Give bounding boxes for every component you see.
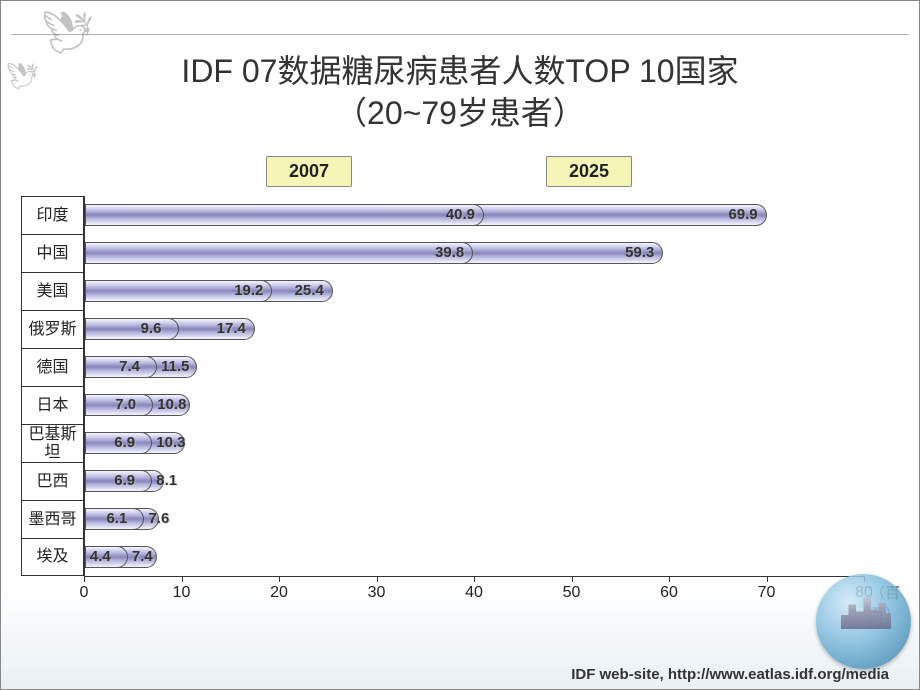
source-citation: IDF web-site, http://www.eatlas.idf.org/…: [571, 666, 889, 683]
x-tick: 40: [474, 576, 475, 582]
bar-value-2007: 9.6: [141, 320, 162, 337]
bar-2007: [85, 318, 179, 340]
bar-value-2025: 10.3: [156, 434, 185, 451]
country-label: 印度: [21, 196, 84, 234]
x-tick: 70: [767, 576, 768, 582]
top-rule: [11, 34, 909, 35]
year-badge-2025: 2025: [546, 156, 632, 187]
x-tick-label: 10: [173, 584, 191, 602]
x-tick: 10: [182, 576, 183, 582]
country-label: 埃及: [21, 538, 84, 576]
bar-value-2025: 11.5: [161, 358, 189, 375]
bar-value-2025: 25.4: [295, 282, 324, 299]
bar-2007: [85, 242, 473, 264]
bar-value-2007: 6.9: [114, 472, 135, 489]
title-area: IDF 07数据糖尿病患者人数TOP 10国家 （20~79岁患者）: [31, 51, 889, 134]
title-line-2: （20~79岁患者）: [31, 93, 889, 135]
bar-2007: [85, 204, 484, 226]
x-tick-label: 0: [80, 584, 89, 602]
x-tick-label: 70: [758, 584, 776, 602]
bar-value-2025: 7.4: [132, 548, 153, 565]
country-label: 德国: [21, 348, 84, 386]
country-label: 俄罗斯: [21, 310, 84, 348]
x-tick-label: 60: [660, 584, 678, 602]
country-label: 中国: [21, 234, 84, 272]
x-tick: 30: [377, 576, 378, 582]
plot-area: 40.9 69.9 39.8 59.3 19.2 25.4 9.6 17.4 7.4 11.5 7.…: [84, 196, 865, 577]
bar-value-2007: 7.4: [119, 358, 140, 375]
bar-value-2025: 59.3: [625, 244, 654, 261]
bar-value-2007: 4.4: [90, 548, 111, 565]
bar-value-2007: 7.0: [115, 396, 136, 413]
y-axis-labels: 印度中国美国俄罗斯德国日本巴基斯坦巴西墨西哥埃及: [21, 196, 84, 576]
x-tick-label: 20: [270, 584, 288, 602]
country-label: 美国: [21, 272, 84, 310]
bar-value-2007: 19.2: [234, 282, 263, 299]
title-line-1: IDF 07数据糖尿病患者人数TOP 10国家: [31, 51, 889, 93]
bar-value-2025: 8.1: [156, 472, 177, 489]
x-tick: 50: [572, 576, 573, 582]
bar-value-2025: 17.4: [217, 320, 246, 337]
x-tick-label: 30: [368, 584, 386, 602]
country-label: 巴基斯坦: [21, 424, 84, 462]
year-badge-2007: 2007: [266, 156, 352, 187]
x-tick-label: 50: [563, 584, 581, 602]
chart: 印度中国美国俄罗斯德国日本巴基斯坦巴西墨西哥埃及 40.9 69.9 39.8 59.…: [21, 196, 901, 626]
x-tick: 60: [669, 576, 670, 582]
x-tick: 20: [279, 576, 280, 582]
country-label: 墨西哥: [21, 500, 84, 538]
slide: 🕊 🕊 IDF 07数据糖尿病患者人数TOP 10国家 （20~79岁患者） 2…: [0, 0, 920, 690]
x-tick-label: 40: [465, 584, 483, 602]
bar-value-2007: 40.9: [446, 206, 475, 223]
country-label: 巴西: [21, 462, 84, 500]
bar-value-2025: 7.6: [148, 510, 169, 527]
x-tick: 0: [84, 576, 85, 582]
country-label: 日本: [21, 386, 84, 424]
bar-value-2025: 10.8: [157, 396, 186, 413]
bar-value-2007: 39.8: [435, 244, 464, 261]
bar-value-2007: 6.9: [114, 434, 135, 451]
bar-value-2007: 6.1: [106, 510, 127, 527]
bar-value-2025: 69.9: [729, 206, 758, 223]
